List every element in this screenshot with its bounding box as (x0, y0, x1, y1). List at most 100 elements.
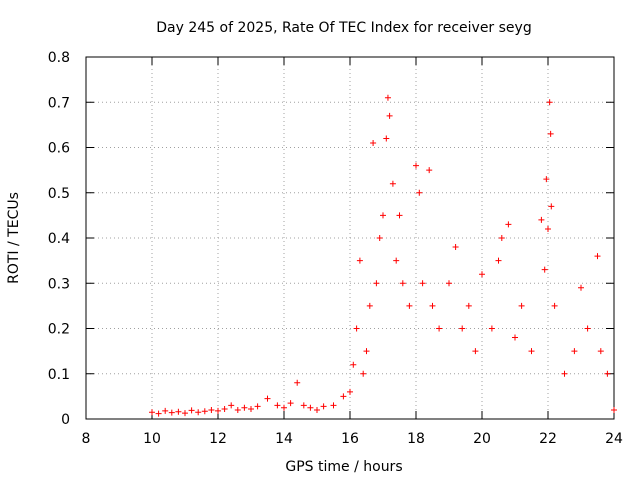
data-point (162, 407, 169, 414)
y-tick-label: 0.1 (48, 367, 70, 383)
data-point (248, 406, 254, 413)
data-point (380, 212, 386, 219)
data-point (320, 403, 327, 410)
data-point (294, 379, 301, 386)
data-point (360, 370, 367, 377)
data-point (547, 130, 554, 137)
data-point (561, 370, 568, 377)
data-point (366, 302, 373, 309)
chart-title: Day 245 of 2025, Rate Of TEC Index for r… (156, 20, 531, 36)
data-point (182, 410, 188, 417)
data-point (340, 393, 347, 400)
y-tick-label: 0.7 (48, 95, 70, 111)
y-axis-label: ROTI / TECUs (6, 192, 22, 284)
data-point (350, 361, 357, 368)
data-point (370, 139, 377, 146)
data-point (168, 409, 175, 416)
data-point (518, 302, 525, 309)
data-point (201, 408, 208, 415)
axis-ticks (85, 56, 615, 420)
y-tick-label: 0.8 (48, 50, 70, 66)
data-point (488, 325, 495, 332)
data-point (287, 400, 294, 407)
data-point (416, 189, 423, 196)
data-point (597, 348, 604, 355)
data-point (541, 266, 548, 273)
x-tick-label: 20 (473, 431, 491, 447)
data-point (396, 212, 403, 219)
data-point (543, 176, 550, 183)
data-point (188, 407, 195, 414)
y-tick-label: 0 (61, 412, 70, 428)
data-point (406, 302, 413, 309)
x-tick-label: 16 (341, 431, 359, 447)
data-point (149, 409, 155, 416)
data-point (479, 271, 485, 278)
data-point (505, 221, 512, 228)
data-point (307, 404, 314, 411)
data-point (419, 280, 426, 287)
data-point (314, 406, 320, 413)
data-point (215, 407, 221, 414)
data-point (383, 135, 390, 142)
data-point (389, 180, 396, 187)
data-point (551, 302, 558, 309)
data-point (386, 112, 393, 119)
x-tick-labels: 8 10 12 14 16 18 20 22 24 (82, 431, 623, 447)
data-point (538, 216, 545, 223)
data-point (356, 257, 363, 264)
x-tick-label: 22 (539, 431, 557, 447)
data-point (465, 302, 472, 309)
data-point (413, 162, 419, 169)
y-tick-label: 0.5 (48, 186, 70, 202)
data-point (548, 203, 555, 210)
data-point (155, 410, 162, 417)
data-point (429, 302, 436, 309)
data-point (393, 257, 400, 264)
data-point (228, 402, 235, 409)
x-tick-label: 8 (82, 431, 91, 447)
data-point (234, 406, 241, 413)
data-point (300, 402, 307, 409)
data-point (578, 284, 584, 291)
data-point (604, 370, 611, 377)
data-point (545, 225, 551, 232)
data-point (254, 403, 261, 410)
data-point (347, 388, 353, 395)
data-point (512, 334, 518, 341)
data-point (459, 325, 466, 332)
x-axis-label: GPS time / hours (285, 459, 402, 475)
data-point (498, 235, 505, 241)
data-point (611, 406, 617, 413)
data-point (195, 409, 202, 416)
data-point (594, 253, 601, 260)
x-tick-label: 14 (275, 431, 293, 447)
data-point (436, 325, 443, 332)
data-point (584, 325, 591, 332)
data-point (373, 280, 380, 287)
data-point (384, 94, 391, 101)
data-points (149, 94, 617, 417)
data-point (281, 404, 287, 411)
data-point (546, 99, 553, 106)
data-point (495, 257, 502, 264)
data-point (376, 235, 383, 241)
x-tick-label: 10 (143, 431, 161, 447)
data-point (274, 402, 281, 409)
y-tick-label: 0.4 (48, 231, 70, 247)
data-point (452, 244, 459, 251)
data-point (241, 404, 248, 411)
data-point (426, 167, 433, 174)
x-tick-label: 12 (209, 431, 227, 447)
data-point (208, 406, 215, 413)
data-point (353, 325, 360, 332)
grid-lines (86, 57, 614, 419)
data-point (472, 348, 479, 355)
data-point (264, 395, 271, 402)
data-point (221, 406, 228, 413)
data-point (528, 348, 535, 355)
data-point (571, 348, 578, 355)
data-point (330, 402, 337, 409)
data-point (363, 348, 370, 355)
